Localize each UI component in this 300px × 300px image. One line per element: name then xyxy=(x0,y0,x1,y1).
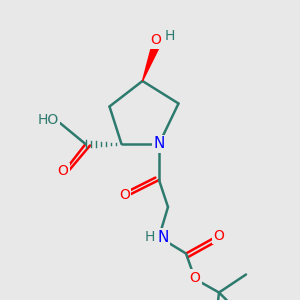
Text: N: N xyxy=(158,230,169,244)
Text: H: H xyxy=(164,29,175,43)
Text: O: O xyxy=(190,271,200,284)
Polygon shape xyxy=(142,44,160,81)
Text: HO: HO xyxy=(38,113,58,127)
Text: O: O xyxy=(119,188,130,202)
Text: O: O xyxy=(214,229,224,242)
Text: H: H xyxy=(145,230,155,244)
Text: O: O xyxy=(151,34,161,47)
Text: O: O xyxy=(58,164,68,178)
Text: N: N xyxy=(153,136,165,152)
